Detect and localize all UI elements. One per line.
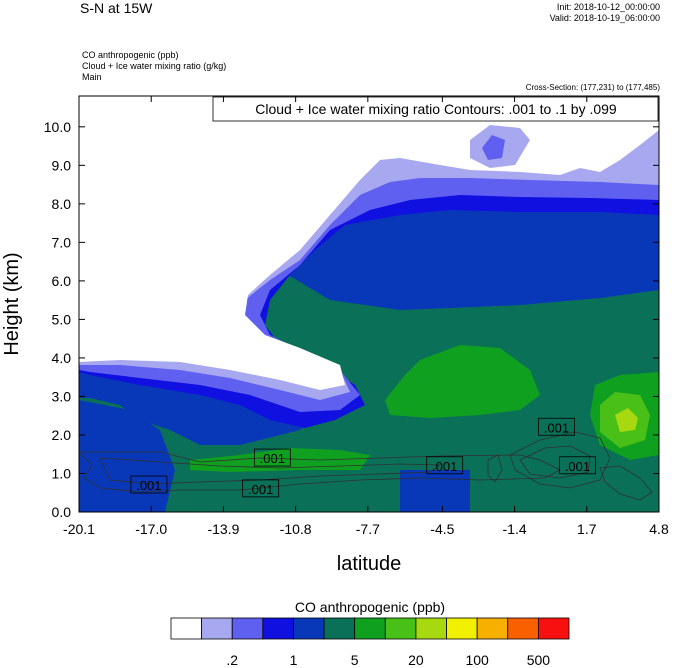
colorbar-swatch xyxy=(537,617,570,640)
y-tick-label: 2.0 xyxy=(52,427,72,443)
x-tick-label: -4.5 xyxy=(430,521,454,537)
x-tick-label: -17.0 xyxy=(135,521,167,537)
y-tick-label: 4.0 xyxy=(52,350,72,366)
field-co: CO anthropogenic (ppb) xyxy=(82,50,179,60)
contour-labels: .001 .001 .001 .001 .001 .001 xyxy=(130,417,596,498)
contour-label-text: .001 xyxy=(544,420,569,435)
colorbar-swatch xyxy=(293,617,325,640)
init-time: Init: 2018-10-12_00:00:00 xyxy=(556,2,660,12)
init-valid-times: Init: 2018-10-12_00:00:00 Valid: 2018-10… xyxy=(550,2,660,24)
contour-label: .001 xyxy=(130,475,168,494)
y-tick-label: 1.0 xyxy=(52,465,72,481)
axes: -20.1 -17.0 -13.9 -10.8 -7.7 -4.5 -1.4 1.7 4.8 0.… xyxy=(44,96,669,537)
colorbar-label: 500 xyxy=(527,652,551,668)
contour-label-box xyxy=(253,448,291,467)
contour-label: .001 xyxy=(559,456,596,475)
x-tick-label: 4.8 xyxy=(649,521,669,537)
colorbar-swatch xyxy=(170,617,203,640)
x-axis-label: latitude xyxy=(337,553,402,575)
contour-info-text: Cloud + Ice water mixing ratio Contours:… xyxy=(255,101,617,117)
fill-patch-mid-blue-top xyxy=(482,135,505,160)
contour-line-right-4 xyxy=(487,454,503,483)
y-tick-label: 9.0 xyxy=(52,157,72,173)
colorbar-label: 1 xyxy=(290,652,298,668)
contour-label-box xyxy=(559,456,596,475)
colorbar-swatch xyxy=(507,617,539,640)
y-tick-label: 5.0 xyxy=(52,311,72,327)
x-tick-label: -7.7 xyxy=(356,521,380,537)
colorbar-label: 100 xyxy=(465,652,489,668)
contour-label-text: .001 xyxy=(136,478,161,493)
field-list: CO anthropogenic (ppb) Cloud + Ice water… xyxy=(82,50,226,83)
colorbar-label: 20 xyxy=(408,652,424,668)
field-main: Main xyxy=(82,72,102,82)
fill-white xyxy=(79,96,659,390)
colorbar-swatch xyxy=(262,617,294,640)
x-tick-label: -13.9 xyxy=(207,521,239,537)
colorbar-label: .2 xyxy=(226,652,238,668)
fill-green-low xyxy=(190,448,370,472)
field-cloud-ice: Cloud + Ice water mixing ratio (g/kg) xyxy=(82,61,227,71)
colorbar: .2 1 5 20 100 500 xyxy=(170,617,570,668)
colorbar-swatch xyxy=(415,617,447,640)
colorbar-label: 5 xyxy=(351,652,359,668)
x-tick-label: -20.1 xyxy=(63,521,95,537)
y-tick-label: 3.0 xyxy=(52,388,72,404)
valid-time: Valid: 2018-10-19_06:00:00 xyxy=(549,13,660,23)
y-tick-label: 10.0 xyxy=(44,119,71,135)
y-tick-label: 6.0 xyxy=(52,273,72,289)
plot-frame xyxy=(78,95,660,513)
contour-label-text: .001 xyxy=(260,451,285,466)
colorbar-swatch xyxy=(384,617,417,640)
y-tick-label: 0.0 xyxy=(52,504,72,520)
colorbar-swatch xyxy=(446,617,478,640)
cross-section-label: Cross-Section: (177,231) to (177,485) xyxy=(525,83,660,92)
fill-green-mid xyxy=(385,345,540,418)
colorbar-swatch xyxy=(476,617,509,640)
contour-info-box xyxy=(212,96,659,122)
contour-label: .001 xyxy=(426,456,464,475)
colorbar-swatch xyxy=(201,617,233,640)
colorbar-swatch xyxy=(323,617,356,640)
y-axis-label: Height (km) xyxy=(1,252,23,355)
contour-label: .001 xyxy=(538,417,575,436)
contour-line-right-1 xyxy=(509,431,611,489)
contour-fill xyxy=(79,96,659,512)
x-tick-label: -10.8 xyxy=(280,521,312,537)
fill-lime-right xyxy=(615,408,638,432)
contour-line-right-2 xyxy=(519,445,591,479)
contour-label-box xyxy=(130,475,168,494)
x-tick-label: -1.4 xyxy=(503,521,527,537)
colorbar-title: CO anthropogenic (ppb) xyxy=(295,599,445,615)
contour-label-text: .001 xyxy=(248,482,273,497)
colorbar-swatch xyxy=(354,617,386,640)
x-tick-label: 1.7 xyxy=(577,521,597,537)
contour-label-text: .001 xyxy=(432,459,457,474)
contour-label-box xyxy=(426,456,464,475)
contour-label-box xyxy=(538,417,575,436)
plot-title: S-N at 15W xyxy=(80,0,153,16)
contour-label-box xyxy=(242,479,280,498)
contour-label: .001 xyxy=(253,448,291,467)
y-tick-label: 7.0 xyxy=(52,234,72,250)
contour-label: .001 xyxy=(242,479,280,498)
contour-line-right-3 xyxy=(599,465,653,501)
contour-label-text: .001 xyxy=(565,459,590,474)
y-tick-label: 8.0 xyxy=(52,196,72,212)
colorbar-swatch xyxy=(231,617,264,640)
fill-band-low-blue-right xyxy=(400,470,470,512)
